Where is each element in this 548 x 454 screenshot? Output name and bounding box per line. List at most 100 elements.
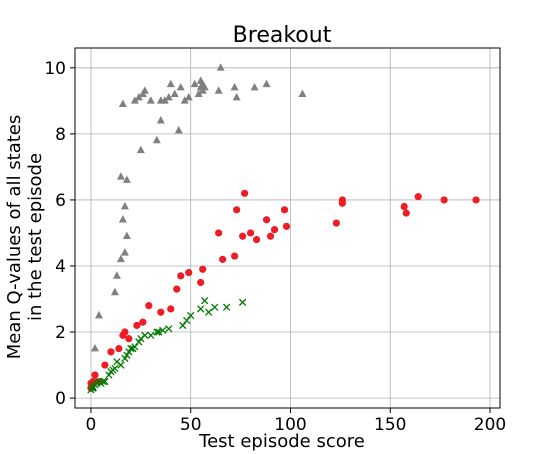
x-point xyxy=(179,321,187,330)
circle-point xyxy=(270,226,279,234)
circle-point xyxy=(440,196,448,204)
x-point xyxy=(111,364,119,373)
circle-point xyxy=(414,193,422,201)
circle-point xyxy=(215,229,223,237)
x-tick-label: 50 xyxy=(180,415,202,435)
x-point xyxy=(222,303,231,311)
triangle-point xyxy=(94,310,103,319)
circle-point xyxy=(219,255,227,263)
circle-point xyxy=(145,302,153,310)
x-point xyxy=(197,305,205,313)
circle-point xyxy=(282,222,291,230)
x-point xyxy=(147,331,155,339)
y-tick-label: 10 xyxy=(44,59,66,79)
x-point xyxy=(121,354,129,363)
x-point xyxy=(238,298,247,306)
y-axis-label-line-1: Mean Q-values of all states xyxy=(4,115,25,360)
x-point xyxy=(123,351,131,359)
circle-point xyxy=(338,196,346,204)
circle-point xyxy=(107,348,115,356)
x-point xyxy=(105,371,113,379)
circle-point xyxy=(101,361,109,369)
y-tick-label: 6 xyxy=(55,191,66,211)
triangle-point xyxy=(164,92,173,101)
x-point xyxy=(153,328,161,336)
circle-point xyxy=(266,232,275,240)
circle-point xyxy=(139,318,147,326)
x-point xyxy=(127,344,135,353)
x-point xyxy=(99,377,107,386)
y-tick-label: 4 xyxy=(55,257,66,277)
circle-point xyxy=(197,278,205,287)
x-point xyxy=(201,297,209,305)
triangle-point xyxy=(136,145,145,154)
x-tick-label: 0 xyxy=(86,415,97,435)
x-point xyxy=(187,311,195,320)
circle-point xyxy=(262,216,271,224)
triangle-point xyxy=(116,172,125,180)
triangle-point xyxy=(200,83,209,91)
circle-point xyxy=(233,206,241,214)
x-point xyxy=(159,326,167,335)
x-point xyxy=(131,343,139,351)
triangle-point xyxy=(166,79,175,88)
y-tick-label: 8 xyxy=(55,125,66,145)
triangle-point xyxy=(152,135,161,144)
circle-point xyxy=(91,371,99,379)
axis-ticks: 0 50 100 150 200 0 2 4 6 8 10 xyxy=(44,59,506,435)
series-triangle xyxy=(88,63,307,391)
triangle-point xyxy=(176,83,185,91)
x-point xyxy=(141,331,149,339)
triangle-point xyxy=(118,215,127,223)
x-point xyxy=(183,316,191,325)
triangle-point xyxy=(140,86,149,94)
circle-point xyxy=(185,268,193,277)
x-axis-label: Test episode score xyxy=(198,431,365,452)
triangle-point xyxy=(170,89,179,98)
triangle-point xyxy=(262,79,271,88)
triangle-point xyxy=(122,231,131,240)
x-tick-label: 200 xyxy=(474,415,506,435)
series-x xyxy=(87,297,247,394)
chart-title: Breakout xyxy=(233,23,332,48)
triangle-point xyxy=(120,201,129,210)
triangle-point xyxy=(298,89,307,98)
triangle-point xyxy=(216,63,225,71)
circle-point xyxy=(400,202,408,211)
data-points xyxy=(87,63,480,394)
triangle-point xyxy=(130,96,139,104)
triangle-point xyxy=(184,92,193,101)
circle-point xyxy=(472,196,480,204)
y-tick-label: 0 xyxy=(55,389,66,409)
x-tick-label: 150 xyxy=(374,415,406,435)
triangle-point xyxy=(146,96,155,104)
triangle-point xyxy=(232,92,241,101)
circle-point xyxy=(280,206,289,214)
triangle-point xyxy=(214,86,223,94)
triangle-point xyxy=(110,287,119,296)
triangle-point xyxy=(174,125,183,134)
circle-point xyxy=(125,335,133,343)
grid-lines xyxy=(75,48,500,408)
triangle-point xyxy=(230,83,239,91)
circle-point xyxy=(199,265,207,273)
plot-frame xyxy=(74,47,501,409)
x-point xyxy=(205,308,213,316)
circle-point xyxy=(177,272,185,280)
triangle-point xyxy=(118,99,127,107)
x-point xyxy=(89,384,97,392)
x-point xyxy=(117,361,125,369)
triangle-point xyxy=(156,116,165,124)
circle-point xyxy=(246,229,255,237)
triangle-point xyxy=(190,79,199,88)
triangle-point xyxy=(194,89,203,98)
y-tick-label: 2 xyxy=(55,323,66,343)
x-point xyxy=(101,377,109,386)
circle-point xyxy=(231,252,239,260)
triangle-point xyxy=(90,343,99,352)
triangle-point xyxy=(160,96,169,104)
triangle-point xyxy=(112,271,121,279)
triangle-point xyxy=(180,96,189,104)
circle-point xyxy=(252,235,261,244)
circle-point xyxy=(157,308,165,316)
